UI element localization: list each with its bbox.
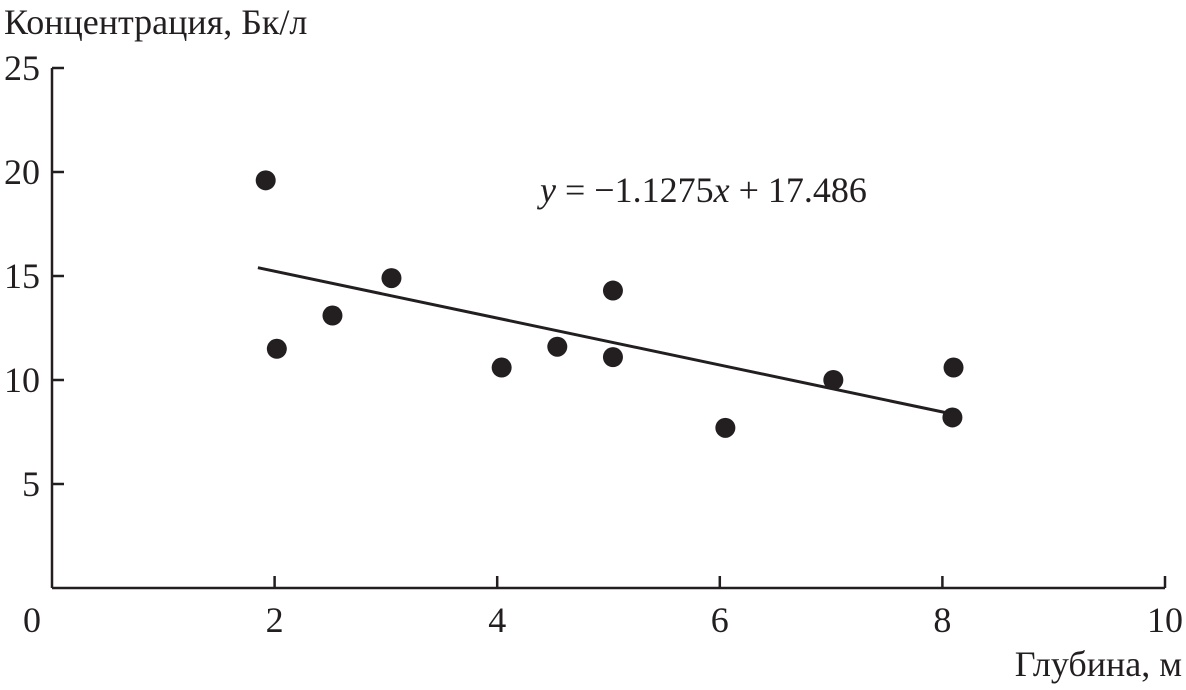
equation-intercept: + 17.486 (730, 170, 867, 210)
data-point (322, 305, 343, 326)
x-tick-label: 6 (711, 600, 729, 640)
x-tick-label: 0 (23, 600, 41, 640)
data-point (943, 357, 964, 378)
tick-labels: 0 2 4 6 8 10 5 10 15 20 25 (4, 48, 1183, 640)
x-tick-label: 4 (488, 600, 506, 640)
data-point (381, 268, 402, 289)
axes (50, 66, 1167, 590)
y-tick-label: 25 (4, 48, 40, 88)
data-points (255, 170, 964, 438)
x-tick-label: 10 (1147, 600, 1183, 640)
data-point (602, 347, 623, 368)
y-tick-label: 5 (22, 464, 40, 504)
data-point (602, 280, 623, 301)
equation-y: y (537, 170, 556, 210)
data-point (942, 407, 963, 428)
trend-line (257, 266, 954, 416)
equation-x: x (713, 170, 730, 210)
data-point (823, 370, 844, 390)
data-point (266, 338, 287, 359)
data-point (255, 170, 276, 191)
data-point (491, 357, 512, 378)
data-point (547, 336, 568, 357)
x-axis-label: Глубина, м (1015, 644, 1182, 684)
equation-slope: = −1.1275 (556, 170, 714, 210)
trend-equation: y = −1.1275x + 17.486 (537, 170, 867, 210)
y-tick-label: 15 (4, 256, 40, 296)
x-tick-label: 2 (266, 600, 284, 640)
y-axis-label: Концентрация, Бк/л (4, 2, 307, 42)
x-tick-label: 8 (933, 600, 951, 640)
y-tick-label: 20 (4, 152, 40, 192)
data-point (715, 417, 736, 438)
y-tick-label: 10 (4, 360, 40, 400)
